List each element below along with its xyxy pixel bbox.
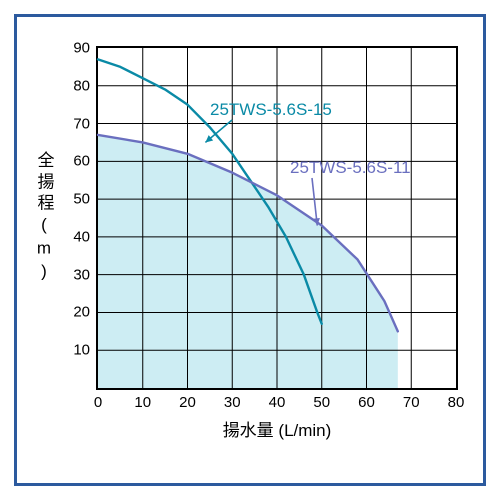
xtick-label: 20 xyxy=(179,394,196,411)
xtick-label: 10 xyxy=(134,394,151,411)
ytick-label: 80 xyxy=(73,77,90,94)
x-axis-label: 揚水量 (L/min) xyxy=(223,416,332,441)
series-label-1: 25TWS-5.6S-11 xyxy=(290,158,411,178)
xtick-label: 80 xyxy=(448,394,465,411)
ytick-label: 10 xyxy=(73,342,90,359)
xtick-label: 40 xyxy=(269,394,286,411)
xtick-label: 0 xyxy=(94,394,102,411)
xtick-label: 70 xyxy=(403,394,420,411)
xtick-label: 50 xyxy=(313,394,330,411)
y-axis-label: 全揚程(m) xyxy=(32,151,57,285)
ytick-label: 20 xyxy=(73,304,90,321)
plot-svg xyxy=(98,48,456,388)
xtick-label: 60 xyxy=(358,394,375,411)
ytick-label: 90 xyxy=(73,40,90,57)
ytick-label: 60 xyxy=(73,153,90,170)
ytick-label: 70 xyxy=(73,115,90,132)
ytick-label: 50 xyxy=(73,191,90,208)
xtick-label: 30 xyxy=(224,394,241,411)
ytick-label: 30 xyxy=(73,266,90,283)
ytick-label: 40 xyxy=(73,228,90,245)
plot-area xyxy=(96,46,458,390)
series-label-0: 25TWS-5.6S-15 xyxy=(210,100,332,120)
